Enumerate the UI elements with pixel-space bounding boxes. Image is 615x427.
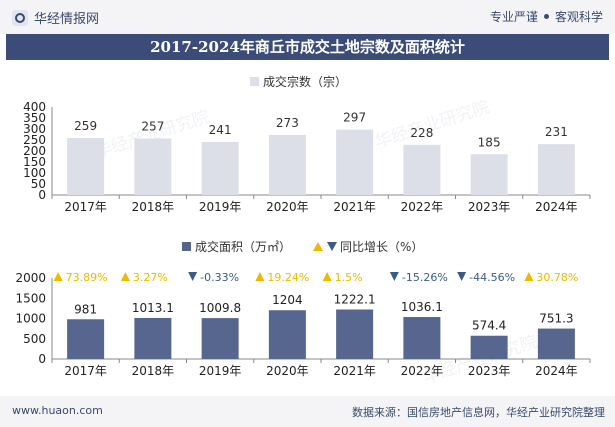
bar-count: [67, 138, 105, 195]
y-tick-label-2: 1000: [15, 312, 46, 326]
data-label-area: 751.3: [539, 312, 573, 326]
bar-area: [134, 317, 172, 359]
x-tick-label-2: 2017年: [64, 364, 107, 378]
y-tick-label-1: 300: [23, 122, 46, 136]
x-tick-label-2: 2020年: [266, 364, 309, 378]
y-tick-label-2: 500: [23, 332, 46, 346]
bar-area: [268, 310, 306, 359]
top-bar: 华经情报网 专业严谨 客观科学: [0, 0, 615, 34]
x-tick-label-1: 2020年: [266, 200, 309, 214]
data-label-growth: 73.89%: [66, 271, 108, 284]
data-label-area: 1013.1: [132, 301, 174, 315]
legend-label-2: 成交面积（万㎡）: [195, 239, 291, 254]
growth-down-icon: [457, 272, 467, 281]
data-label-growth: 1.5%: [335, 271, 363, 284]
data-label-area: 1036.1: [401, 300, 443, 314]
x-tick-label-2: 2022年: [401, 364, 444, 378]
bar-count: [134, 138, 172, 195]
data-label-count: 231: [545, 125, 568, 139]
site-url[interactable]: www.huaon.com: [12, 404, 103, 417]
slogan-right: 客观科学: [554, 10, 603, 24]
y-tick-label-1: 50: [31, 177, 46, 191]
growth-up-icon: [255, 272, 265, 281]
y-tick-label-1: 400: [23, 100, 46, 114]
y-tick-label-1: 250: [23, 133, 46, 147]
y-tick-label-1: 0: [38, 188, 46, 202]
logo-icon: [12, 9, 28, 26]
x-tick-label-1: 2019年: [199, 200, 242, 214]
data-label-area: 981: [74, 302, 97, 316]
growth-up-icon: [120, 272, 130, 281]
growth-up-icon: [53, 272, 63, 281]
data-label-growth: 30.78%: [536, 271, 578, 284]
data-label-count: 297: [343, 111, 366, 125]
growth-up-icon: [322, 272, 332, 281]
legend-down-triangle-icon: [327, 242, 337, 251]
data-label-count: 257: [141, 119, 164, 133]
bar-area: [537, 328, 575, 359]
data-label-growth: -15.26%: [402, 271, 448, 284]
growth-down-icon: [188, 272, 198, 281]
data-label-count: 185: [478, 135, 501, 149]
x-tick-label-2: 2023年: [468, 364, 511, 378]
x-tick-label-2: 2019年: [199, 364, 242, 378]
brand[interactable]: 华经情报网: [12, 8, 99, 27]
y-tick-label-1: 350: [23, 111, 46, 125]
x-tick-label-1: 2018年: [132, 200, 175, 214]
bar-area: [470, 335, 508, 359]
bar-count: [537, 144, 575, 195]
data-label-count: 259: [74, 119, 97, 133]
data-label-count: 241: [209, 123, 232, 137]
chart-title: 2017-2024年商丘市成交土地宗数及面积统计: [6, 34, 609, 60]
bar-count: [268, 134, 306, 195]
y-tick-label-1: 100: [23, 166, 46, 180]
bar-area: [67, 319, 105, 359]
data-label-area: 1222.1: [334, 293, 376, 307]
legend-label-1: 成交宗数（宗）: [263, 74, 347, 89]
bar-area: [336, 309, 374, 359]
growth-down-icon: [389, 272, 399, 281]
data-label-growth: 19.24%: [267, 271, 309, 284]
data-label-growth: 3.27%: [133, 271, 168, 284]
y-tick-label-2: 1500: [15, 291, 46, 305]
bar-count: [201, 141, 239, 195]
data-label-count: 273: [276, 116, 299, 130]
bar-count: [470, 154, 508, 195]
bar-count: [403, 144, 441, 195]
dot-icon: [543, 14, 549, 19]
footer: www.huaon.com 数据来源：国信房地产信息网，华经产业研究院整理: [0, 396, 615, 427]
data-label-area: 1204: [272, 293, 303, 307]
y-tick-label-1: 200: [23, 144, 46, 158]
bar-area: [201, 318, 239, 359]
x-tick-label-1: 2021年: [333, 200, 376, 214]
y-tick-label-2: 2000: [15, 271, 46, 285]
data-label-area: 1009.8: [199, 301, 241, 315]
legend-label-3: 同比增长（%）: [340, 240, 423, 254]
x-tick-label-2: 2024年: [535, 364, 578, 378]
bar-area: [403, 317, 441, 359]
legend-swatch-1: [250, 77, 259, 86]
x-tick-label-1: 2017年: [64, 200, 107, 214]
x-tick-label-2: 2021年: [333, 364, 376, 378]
data-label-growth: -0.33%: [200, 271, 239, 284]
growth-up-icon: [524, 272, 534, 281]
data-label-growth: -44.56%: [469, 271, 515, 284]
data-source: 数据来源：国信房地产信息网，华经产业研究院整理: [352, 406, 605, 419]
y-tick-label-2: 0: [38, 352, 46, 366]
data-label-area: 574.4: [472, 319, 506, 333]
slogan-left: 专业严谨: [489, 10, 538, 24]
slogan: 专业严谨 客观科学: [490, 8, 603, 25]
x-tick-label-2: 2018年: [132, 364, 175, 378]
legend-swatch-2: [182, 242, 191, 251]
brand-name: 华经情报网: [34, 12, 100, 27]
legend-up-triangle-icon: [313, 242, 323, 251]
x-tick-label-1: 2024年: [535, 200, 578, 214]
x-tick-label-1: 2022年: [401, 200, 444, 214]
data-label-count: 228: [410, 126, 433, 140]
x-tick-label-1: 2023年: [468, 200, 511, 214]
bar-count: [336, 129, 374, 195]
y-tick-label-1: 150: [23, 155, 46, 169]
